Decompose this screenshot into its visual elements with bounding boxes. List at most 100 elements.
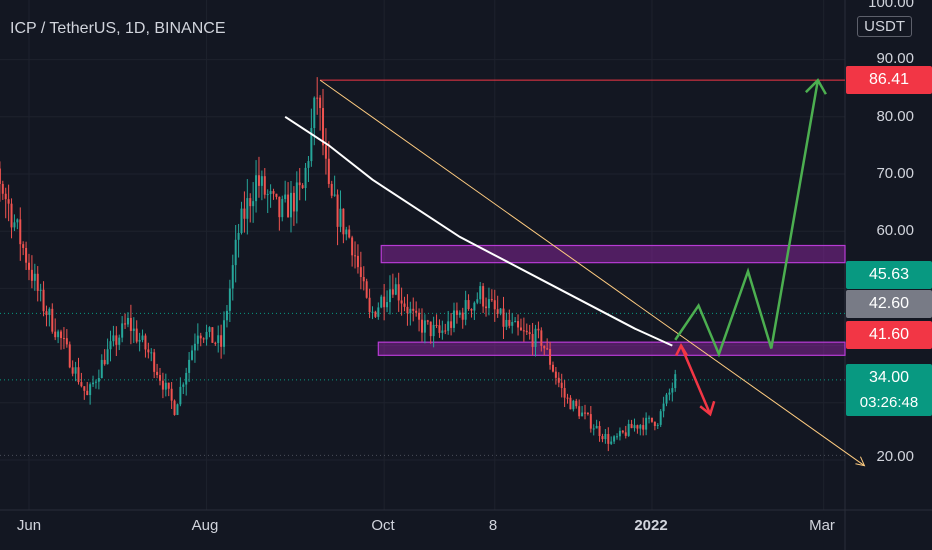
- candle-body: [106, 349, 109, 365]
- candle-body: [281, 199, 284, 218]
- candle-body: [508, 319, 511, 326]
- candle-body: [28, 262, 30, 270]
- candle-body: [246, 198, 249, 219]
- candle-body: [301, 185, 304, 189]
- candle-body: [639, 425, 642, 429]
- candle-body: [4, 193, 7, 200]
- candle-body: [432, 324, 435, 337]
- candle-body: [426, 320, 429, 322]
- candle-body: [633, 425, 636, 429]
- candle-body: [97, 378, 100, 382]
- candle-body: [394, 284, 397, 295]
- candle-body: [316, 97, 319, 99]
- candle-body: [86, 390, 89, 396]
- candle-body: [115, 335, 118, 345]
- candle-body: [453, 310, 456, 328]
- candle-body: [467, 300, 470, 310]
- x-tick-8: 8: [488, 517, 498, 534]
- candle-body: [397, 284, 400, 301]
- candle-body: [403, 303, 406, 307]
- candle-body: [237, 232, 240, 240]
- candle-body: [269, 191, 272, 195]
- candle-body: [618, 430, 621, 437]
- candle-body: [60, 331, 63, 339]
- candle-body: [322, 108, 325, 146]
- x-tick-jun: Jun: [16, 517, 42, 534]
- candle-body: [371, 311, 374, 313]
- trend-line: [319, 79, 865, 467]
- candle-body: [147, 349, 150, 353]
- candle-body: [581, 412, 584, 417]
- candle-body: [228, 288, 231, 311]
- support-zone: [377, 341, 846, 356]
- candle-body: [39, 289, 42, 291]
- candle-body: [412, 308, 415, 311]
- candle-body: [199, 335, 202, 339]
- candle-body: [217, 335, 220, 344]
- candle-body: [77, 367, 80, 383]
- candles-layer: [0, 77, 677, 452]
- candle-body: [563, 388, 566, 398]
- candle-body: [345, 229, 348, 235]
- symbol-title[interactable]: ICP / TetherUS, 1D, BINANCE: [10, 20, 226, 37]
- candle-body: [610, 441, 613, 444]
- bullish-projection: [674, 79, 820, 358]
- candle-body: [30, 269, 33, 281]
- candle-body: [289, 192, 292, 218]
- candle-body: [19, 219, 22, 245]
- candle-body: [275, 193, 278, 197]
- candle-body: [225, 310, 228, 321]
- y-tick-20: 20.00: [876, 448, 914, 465]
- candle-body: [648, 417, 651, 419]
- candle-body: [546, 348, 549, 350]
- bearish-start-peak: [674, 343, 689, 357]
- candle-body: [185, 372, 188, 385]
- candle-body: [324, 145, 327, 159]
- candle-body: [525, 330, 528, 333]
- candle-body: [161, 380, 164, 390]
- candle-body: [551, 364, 554, 372]
- x-tick-mar: Mar: [809, 517, 835, 534]
- candle-body: [572, 400, 575, 410]
- candle-body: [141, 335, 144, 340]
- y-tick-70: 70.00: [876, 165, 914, 182]
- price-label-86-41: 86.41: [846, 66, 932, 94]
- candle-body: [339, 208, 342, 227]
- candle-body: [223, 320, 226, 347]
- candle-body: [566, 397, 569, 399]
- candle-body: [100, 359, 103, 379]
- candle-body: [260, 176, 263, 186]
- candle-body: [243, 208, 246, 219]
- candle-body: [71, 367, 74, 374]
- candle-body: [7, 199, 10, 204]
- candle-body: [158, 375, 161, 381]
- candle-body: [263, 176, 266, 195]
- candle-body: [604, 434, 607, 440]
- candle-body: [490, 299, 493, 301]
- candle-body: [601, 436, 604, 440]
- candle-body: [65, 338, 68, 345]
- candle-body: [423, 320, 426, 333]
- candle-body: [278, 196, 281, 218]
- candle-body: [650, 417, 653, 422]
- candle-body: [205, 331, 208, 340]
- candle-body: [231, 265, 234, 289]
- candle-body: [135, 328, 138, 342]
- candle-body: [514, 321, 517, 323]
- overlays-layer: [284, 78, 866, 467]
- candle-body: [68, 344, 71, 368]
- currency-unit-badge[interactable]: USDT: [857, 16, 912, 37]
- x-tick-2022: 2022: [634, 517, 668, 534]
- candle-body: [435, 324, 438, 326]
- candle-body: [330, 183, 333, 196]
- bar-countdown: 03:26:48: [859, 394, 919, 411]
- candle-body: [348, 229, 351, 238]
- candle-body: [630, 423, 633, 429]
- candle-body: [138, 339, 141, 342]
- resistance-zone: [380, 244, 846, 264]
- candle-body: [333, 194, 336, 196]
- candle-body: [188, 359, 191, 373]
- price-label-42-60: 42.60: [846, 290, 932, 318]
- candle-body: [54, 331, 57, 338]
